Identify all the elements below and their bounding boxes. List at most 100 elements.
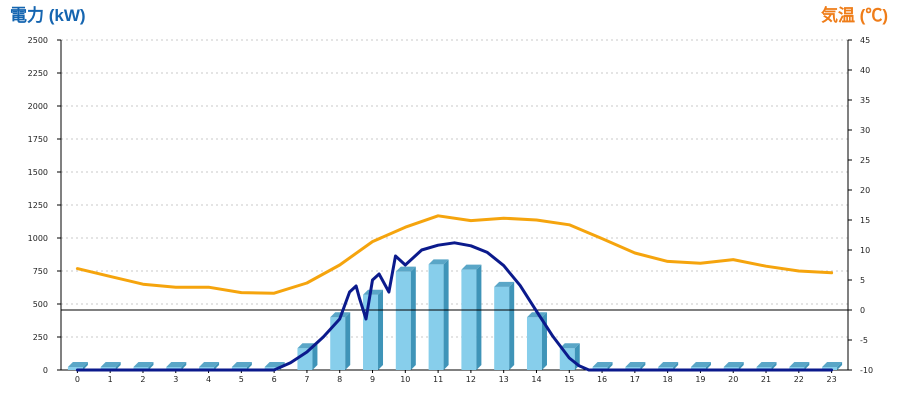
bar-top (461, 264, 482, 270)
bar-top (690, 362, 711, 367)
x-tick-label: 5 (239, 375, 244, 384)
bar (363, 294, 379, 370)
bar-side (509, 281, 515, 370)
x-tick-label: 12 (466, 375, 476, 384)
x-tick-label: 23 (827, 375, 837, 384)
bar-top (166, 362, 187, 367)
bar-side (804, 362, 810, 370)
x-tick-label: 20 (728, 375, 738, 384)
bar-side (312, 343, 318, 370)
left-tick-label: 500 (33, 300, 48, 309)
left-tick-label: 2000 (28, 102, 48, 111)
bar-top (592, 362, 613, 367)
bar-side (214, 362, 220, 370)
x-tick-label: 19 (695, 375, 705, 384)
left-tick-label: 2500 (28, 36, 48, 45)
bar-top (231, 362, 252, 367)
left-tick-label: 2250 (28, 69, 48, 78)
bar (526, 317, 542, 370)
left-tick-label: 1250 (28, 201, 48, 210)
x-tick-label: 9 (370, 375, 375, 384)
bar-top (199, 362, 220, 367)
bar (494, 286, 510, 370)
bar-top (100, 362, 121, 367)
left-tick-label: 750 (33, 267, 48, 276)
bar-top (526, 312, 547, 318)
bar-side (82, 362, 88, 370)
right-tick-label: -5 (860, 336, 868, 345)
x-tick-label: 13 (499, 375, 509, 384)
bar-side (410, 266, 416, 370)
right-tick-label: 30 (860, 126, 870, 135)
bar (297, 348, 313, 370)
x-tick-label: 10 (400, 375, 410, 384)
right-tick-label: 20 (860, 186, 870, 195)
x-tick-label: 0 (75, 375, 80, 384)
x-tick-label: 6 (272, 375, 277, 384)
bar-top (67, 362, 88, 367)
x-tick-label: 22 (794, 375, 804, 384)
bar-side (345, 312, 351, 370)
left-tick-label: 0 (43, 366, 48, 375)
right-tick-label: 15 (860, 216, 870, 225)
bar-side (476, 264, 482, 370)
bar-top (723, 362, 744, 367)
right-tick-label: 40 (860, 66, 870, 75)
bar (428, 264, 444, 370)
bar-top (789, 362, 810, 367)
bar-top (363, 289, 384, 295)
bar-side (771, 362, 777, 370)
left-tick-label: 1500 (28, 168, 48, 177)
bar-side (115, 362, 121, 370)
right-tick-label: 0 (860, 306, 865, 315)
left-tick-label: 1750 (28, 135, 48, 144)
right-axis-title: 気温 (℃) (820, 6, 888, 25)
right-tick-label: 45 (860, 36, 870, 45)
bar-top (395, 266, 416, 272)
bar (395, 271, 411, 370)
bar-top (756, 362, 777, 367)
bar-top (658, 362, 679, 367)
bar-side (148, 362, 154, 370)
bar (559, 348, 575, 370)
left-tick-label: 250 (33, 333, 48, 342)
bar (67, 367, 83, 370)
bar-top (625, 362, 646, 367)
bar-top (133, 362, 154, 367)
x-tick-label: 18 (663, 375, 673, 384)
x-tick-label: 2 (140, 375, 145, 384)
x-tick-label: 21 (761, 375, 771, 384)
x-tick-label: 11 (433, 375, 443, 384)
bar-side (673, 362, 679, 370)
x-tick-label: 14 (531, 375, 541, 384)
x-tick-label: 8 (337, 375, 342, 384)
bar-side (640, 362, 646, 370)
bar (330, 317, 346, 370)
bar-side (738, 362, 744, 370)
left-axis-title: 電力 (kW) (10, 6, 86, 25)
bar-top (494, 281, 515, 287)
bar-top (822, 362, 843, 367)
bar-side (443, 259, 449, 370)
bar-top (264, 362, 285, 367)
x-tick-label: 16 (597, 375, 607, 384)
x-tick-label: 1 (108, 375, 113, 384)
bar-side (181, 362, 187, 370)
bar-side (607, 362, 613, 370)
temperature-line (75, 214, 834, 295)
power-line (75, 241, 834, 372)
bar-side (837, 362, 843, 370)
right-tick-label: 35 (860, 96, 870, 105)
bar-side (378, 289, 384, 370)
x-tick-label: 3 (173, 375, 178, 384)
x-tick-label: 17 (630, 375, 640, 384)
x-tick-label: 15 (564, 375, 574, 384)
x-tick-label: 7 (304, 375, 309, 384)
right-tick-label: -10 (860, 366, 873, 375)
bar-top (559, 343, 580, 349)
right-tick-label: 10 (860, 246, 870, 255)
left-tick-label: 1000 (28, 234, 48, 243)
right-tick-label: 5 (860, 276, 865, 285)
